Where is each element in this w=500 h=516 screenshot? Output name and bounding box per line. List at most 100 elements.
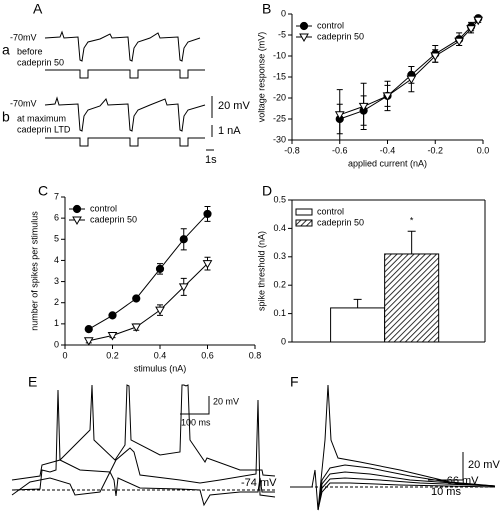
condition: before xyxy=(17,46,43,56)
marker xyxy=(382,92,393,101)
condition: cadeprin 50 xyxy=(17,57,64,67)
error-bar xyxy=(353,298,362,308)
panel-letter: C xyxy=(38,183,48,199)
y-tick-label: 3 xyxy=(54,276,59,286)
marker xyxy=(72,216,82,226)
legend-label: cadeprin 50 xyxy=(90,214,137,224)
legend-label: control xyxy=(90,203,117,213)
y-tick-label: 0.1 xyxy=(273,308,286,318)
condition: at maximum xyxy=(17,113,66,123)
y-tick-label: 5 xyxy=(54,234,59,244)
marker xyxy=(334,111,345,120)
series-line xyxy=(339,19,479,116)
legend-swatch xyxy=(295,208,313,216)
trace xyxy=(317,482,496,511)
y-tick-label: 0 xyxy=(54,339,59,349)
y-tick-label: -15 xyxy=(273,71,286,81)
scale-label: 100 ms xyxy=(181,417,211,427)
scale-label: 20 mV xyxy=(218,100,250,112)
series-line xyxy=(88,263,208,342)
x-tick-label: 0.0 xyxy=(477,145,490,155)
rest-label: -70mV xyxy=(10,32,37,42)
panel-letter: E xyxy=(28,374,37,390)
bar xyxy=(330,307,386,343)
x-tick-label: -0.2 xyxy=(427,145,443,155)
y-tick-label: 1 xyxy=(54,318,59,328)
trace xyxy=(317,471,496,511)
bar xyxy=(384,253,440,343)
y-tick-label: 4 xyxy=(54,255,59,265)
trace xyxy=(44,96,206,132)
marker xyxy=(473,16,484,26)
legend-label: control xyxy=(317,20,344,30)
error-bar xyxy=(407,230,416,254)
scale-label: 1 nA xyxy=(218,125,241,137)
legend-label: cadeprin 50 xyxy=(317,217,364,227)
sub-letter: a xyxy=(2,42,10,58)
y-axis-label: spike threshold (nA) xyxy=(256,231,266,311)
y-tick-label: 6 xyxy=(54,213,59,223)
marker xyxy=(299,21,309,31)
rest-label: - 66 mV xyxy=(440,475,479,487)
legend-swatch xyxy=(295,219,313,227)
y-tick-label: 2 xyxy=(54,297,59,307)
x-tick-label: 0.6 xyxy=(201,350,214,360)
x-tick-label: -0.6 xyxy=(332,145,348,155)
condition: cadeprin LTD xyxy=(17,124,71,134)
trace xyxy=(290,384,496,511)
rest-label: -70mV xyxy=(10,98,37,108)
legend-label: control xyxy=(317,206,344,216)
x-axis-label: applied current (nA) xyxy=(348,158,427,168)
y-tick-label: -10 xyxy=(273,50,286,60)
panel-letter: B xyxy=(262,1,271,17)
marker xyxy=(454,37,464,47)
y-tick-label: -20 xyxy=(273,92,286,102)
trace xyxy=(317,477,496,511)
trace xyxy=(11,384,276,481)
marker xyxy=(406,75,417,85)
scale-label: 20 mV xyxy=(213,396,239,406)
y-axis-label: voltage response (mV) xyxy=(256,32,266,123)
marker xyxy=(466,25,476,34)
x-tick-label: -0.8 xyxy=(284,145,300,155)
scale-label: 1s xyxy=(205,154,217,166)
marker xyxy=(179,235,188,244)
marker xyxy=(203,209,212,219)
current-trace xyxy=(45,137,205,147)
y-tick-label: -5 xyxy=(278,29,286,39)
sub-letter: b xyxy=(2,109,10,125)
panel-letter: A xyxy=(33,1,43,17)
current-trace xyxy=(45,69,205,79)
y-tick-label: 0.2 xyxy=(273,280,286,290)
marker xyxy=(131,323,142,333)
marker xyxy=(358,102,369,112)
scale-bar xyxy=(428,452,464,481)
annotation: * xyxy=(410,216,414,226)
marker xyxy=(132,294,141,303)
marker xyxy=(84,325,93,334)
trace xyxy=(44,30,201,62)
y-tick-label: -30 xyxy=(273,134,286,144)
panel-letter: D xyxy=(262,183,272,199)
legend-label: cadeprin 50 xyxy=(317,31,364,41)
scale-label: 20 mV xyxy=(468,459,500,471)
rest-label: -74 mV xyxy=(241,477,277,489)
scale-bar xyxy=(180,396,210,415)
y-tick-label: 0.3 xyxy=(273,251,286,261)
marker xyxy=(108,311,117,320)
x-tick-label: 0 xyxy=(62,350,67,360)
y-axis-label: number of spikes per stimulus xyxy=(29,211,39,331)
x-tick-label: 0.8 xyxy=(249,350,262,360)
y-tick-label: 0 xyxy=(281,8,286,18)
y-tick-label: 0.4 xyxy=(273,223,286,233)
marker xyxy=(72,204,82,214)
trace xyxy=(11,389,275,507)
marker xyxy=(83,337,94,346)
marker xyxy=(107,331,118,341)
series-line xyxy=(88,213,208,330)
x-tick-label: 0.2 xyxy=(106,350,119,360)
marker xyxy=(299,33,309,43)
y-tick-label: 0 xyxy=(281,336,286,346)
panel-letter: F xyxy=(290,374,299,390)
